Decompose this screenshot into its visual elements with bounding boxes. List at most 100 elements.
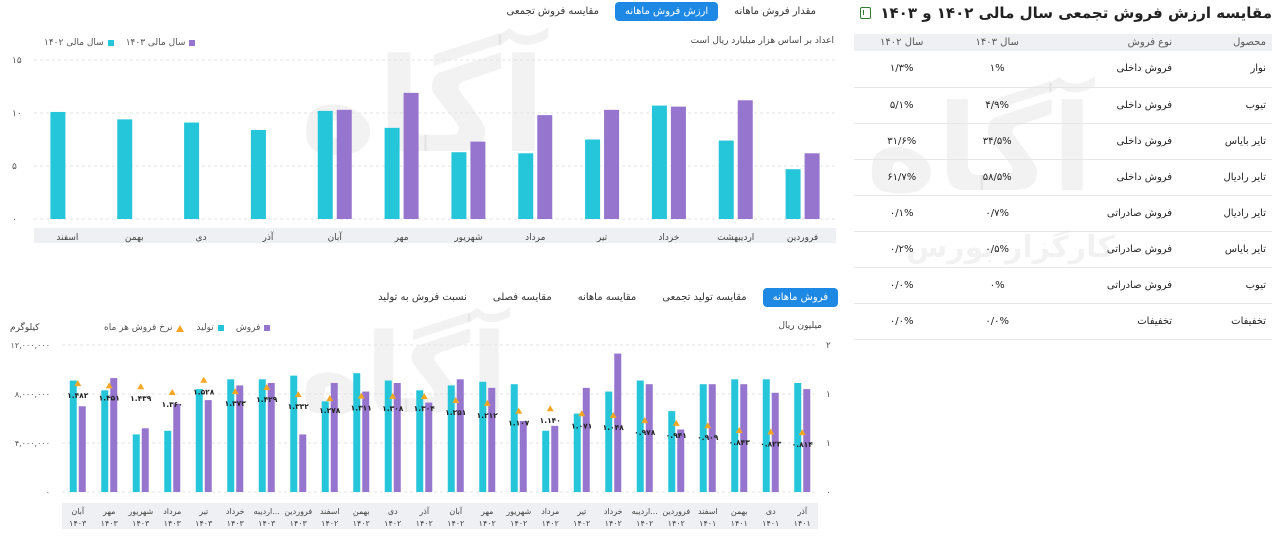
bar-1402[interactable] <box>785 169 801 219</box>
bar-production[interactable] <box>69 380 77 492</box>
bar-sales[interactable] <box>393 382 401 492</box>
rate-marker[interactable] <box>452 397 460 404</box>
bar-production[interactable] <box>321 401 329 492</box>
tab-2[interactable]: ارزش فروش ماهانه <box>614 2 719 21</box>
bar-1402[interactable] <box>184 122 200 219</box>
bar-sales[interactable] <box>771 392 779 492</box>
bar-production[interactable] <box>573 413 581 492</box>
bar-sales[interactable] <box>173 403 181 492</box>
bar-production[interactable] <box>668 411 676 492</box>
rate-marker[interactable] <box>767 428 775 435</box>
tab-5[interactable]: نسبت فروش به تولید <box>378 292 467 303</box>
table-header[interactable]: سال ۱۴۰۳ <box>949 34 1045 51</box>
legend-item[interactable]: تولید <box>196 323 224 333</box>
legend-item[interactable]: فروش <box>236 323 271 333</box>
table-header[interactable]: محصول <box>1178 34 1272 51</box>
bar-1403[interactable] <box>737 100 753 219</box>
bar-production[interactable] <box>510 384 518 492</box>
bar-1402[interactable] <box>317 110 333 219</box>
bar-sales[interactable] <box>488 387 496 492</box>
bar-1403[interactable] <box>670 106 686 219</box>
rate-marker[interactable] <box>641 417 649 424</box>
bar-sales[interactable] <box>708 384 716 492</box>
table-header[interactable]: سال ۱۴۰۲ <box>854 34 950 51</box>
bar-1402[interactable] <box>384 127 400 219</box>
bar-production[interactable] <box>227 379 235 492</box>
bar-sales[interactable] <box>645 384 653 492</box>
bar-1402[interactable] <box>718 140 734 219</box>
bar-1402[interactable] <box>250 129 266 219</box>
bar-production[interactable] <box>447 385 455 492</box>
legend-item[interactable]: سال مالی ۱۴۰۳ <box>126 38 196 48</box>
tab-3[interactable]: مقایسه فروش تجمعی <box>506 6 599 17</box>
rate-marker[interactable] <box>672 419 680 426</box>
rate-marker[interactable] <box>515 407 523 414</box>
bar-production[interactable] <box>101 390 109 492</box>
bar-1403[interactable] <box>804 153 820 219</box>
rate-marker[interactable] <box>137 383 145 390</box>
bar-1403[interactable] <box>336 109 352 219</box>
bar-sales[interactable] <box>614 353 622 492</box>
bar-1402[interactable] <box>585 139 601 220</box>
rate-marker[interactable] <box>578 410 586 417</box>
bar-1402[interactable] <box>518 153 534 219</box>
bar-sales[interactable] <box>740 384 748 492</box>
rate-marker[interactable] <box>704 422 712 429</box>
bar-sales[interactable] <box>519 420 527 492</box>
bar-sales[interactable] <box>267 382 275 492</box>
tab-4[interactable]: مقایسه فصلی <box>492 292 552 303</box>
bar-sales[interactable] <box>677 429 685 492</box>
bar-1402[interactable] <box>451 152 467 219</box>
bar-sales[interactable] <box>78 406 86 492</box>
bar-production[interactable] <box>762 379 770 492</box>
bar-production[interactable] <box>731 379 739 492</box>
bar-1403[interactable] <box>403 92 419 219</box>
tab-1[interactable]: مقدار فروش ماهانه <box>734 6 816 17</box>
bar-1403[interactable] <box>604 109 620 219</box>
bar-1402[interactable] <box>50 111 66 219</box>
bar-production[interactable] <box>699 384 707 492</box>
bar-sales[interactable] <box>110 378 118 492</box>
rate-marker[interactable] <box>263 383 271 390</box>
bar-sales[interactable] <box>425 402 433 492</box>
bar-sales[interactable] <box>551 425 559 492</box>
rate-marker[interactable] <box>546 405 554 412</box>
bar-sales[interactable] <box>236 385 244 492</box>
rate-marker[interactable] <box>735 427 743 434</box>
bar-production[interactable] <box>195 389 203 492</box>
rate-marker[interactable] <box>389 392 397 399</box>
bar-1402[interactable] <box>117 119 133 219</box>
tab-2[interactable]: مقایسه تولید تجمعی <box>662 292 747 303</box>
rate-marker[interactable] <box>357 392 365 399</box>
bar-sales[interactable] <box>204 400 212 492</box>
rate-marker[interactable] <box>483 399 491 406</box>
bar-production[interactable] <box>384 380 392 492</box>
bar-sales[interactable] <box>299 434 307 492</box>
legend-item[interactable]: سال مالی ۱۴۰۲ <box>44 38 114 48</box>
rate-marker[interactable] <box>200 376 208 383</box>
rate-marker[interactable] <box>294 391 302 398</box>
bar-production[interactable] <box>258 379 266 492</box>
legend-item[interactable]: نرخ فروش هر ماه <box>104 323 185 333</box>
rate-marker[interactable] <box>326 395 334 402</box>
bar-production[interactable] <box>290 375 298 492</box>
excel-export-icon[interactable] <box>860 7 871 19</box>
table-header[interactable]: نوع فروش <box>1044 34 1179 51</box>
tab-3[interactable]: مقایسه ماهانه <box>577 292 637 303</box>
rate-marker[interactable] <box>798 429 806 436</box>
tab-1[interactable]: فروش ماهانه <box>762 288 838 307</box>
bar-production[interactable] <box>794 382 802 492</box>
rate-marker[interactable] <box>168 389 176 396</box>
bar-production[interactable] <box>132 434 140 492</box>
bar-production[interactable] <box>479 381 487 492</box>
bar-sales[interactable] <box>803 389 811 492</box>
bar-production[interactable] <box>416 390 424 492</box>
rate-marker[interactable] <box>420 393 428 400</box>
bar-1403[interactable] <box>470 141 486 219</box>
bar-sales[interactable] <box>141 428 149 492</box>
bar-production[interactable] <box>164 430 172 492</box>
rate-marker[interactable] <box>74 380 82 387</box>
bar-sales[interactable] <box>582 387 590 492</box>
bar-sales[interactable] <box>362 391 370 492</box>
bar-production[interactable] <box>605 391 613 492</box>
